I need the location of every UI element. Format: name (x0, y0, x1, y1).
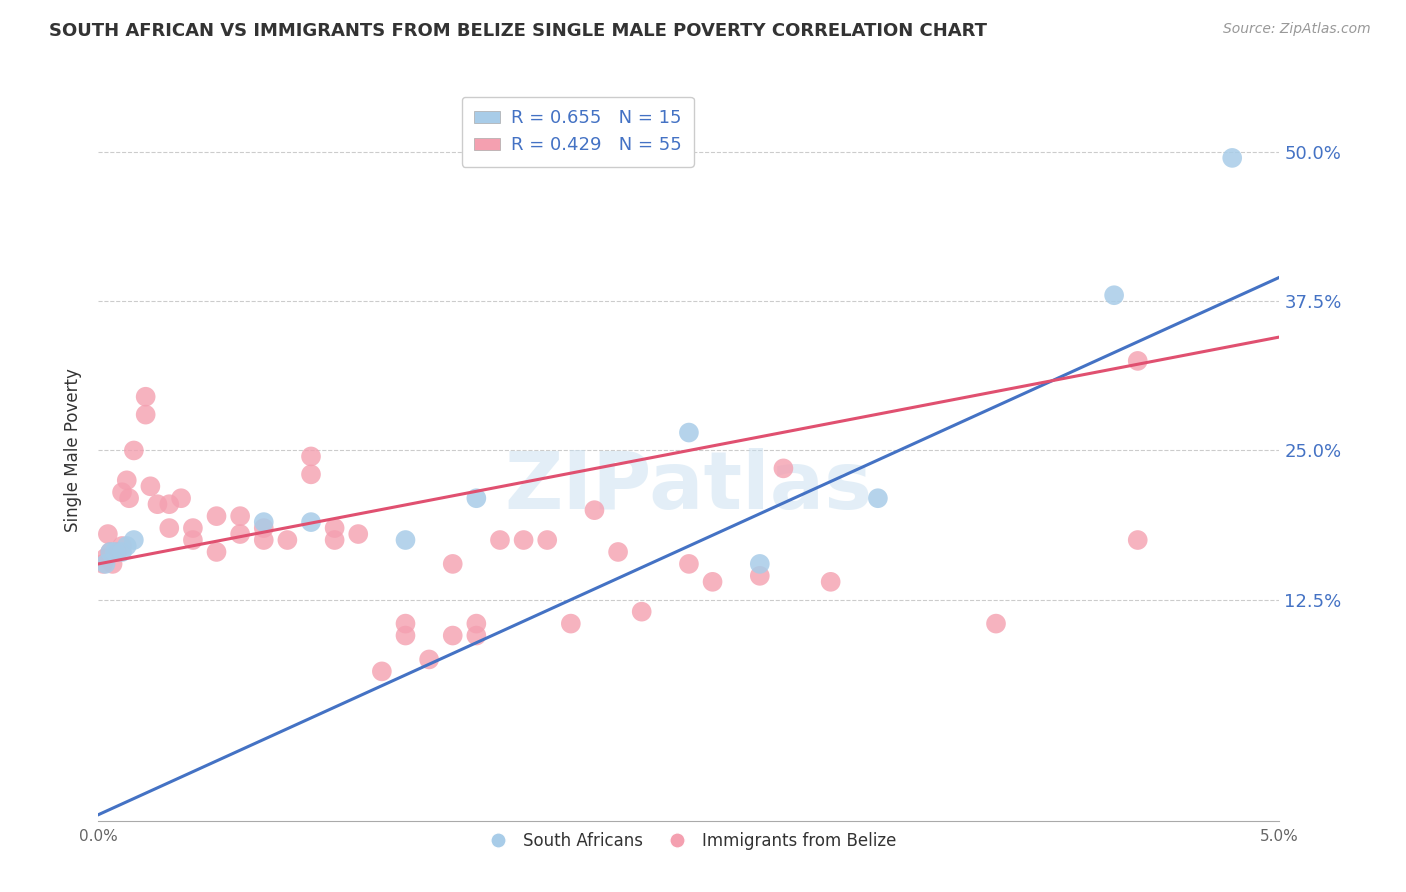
Point (205, 509, 228, 524)
Point (560, 616, 582, 631)
Point (394, 616, 416, 631)
Point (984, 616, 1007, 631)
Point (94, 557, 117, 571)
Point (489, 533, 512, 547)
Point (104, 545, 127, 559)
Point (139, 479, 162, 493)
Point (536, 533, 558, 547)
Point (347, 527, 370, 541)
Point (276, 533, 298, 547)
Point (323, 533, 346, 547)
Text: SOUTH AFRICAN VS IMMIGRANTS FROM BELIZE SINGLE MALE POVERTY CORRELATION CHART: SOUTH AFRICAN VS IMMIGRANTS FROM BELIZE … (49, 22, 987, 40)
Point (101, 557, 124, 571)
Point (253, 533, 276, 547)
Point (115, 473, 138, 487)
Point (146, 497, 169, 511)
Point (1102, 288, 1125, 302)
Point (441, 557, 464, 571)
Point (866, 491, 889, 506)
Point (111, 545, 134, 559)
Point (111, 539, 134, 553)
Text: ZIPatlas: ZIPatlas (505, 449, 873, 526)
Point (1126, 533, 1149, 547)
Y-axis label: Single Male Poverty: Single Male Poverty (65, 368, 83, 533)
Point (748, 557, 770, 571)
Point (702, 574, 724, 589)
Point (299, 450, 322, 464)
Point (323, 521, 346, 535)
Point (157, 497, 180, 511)
Point (253, 515, 276, 529)
Point (465, 491, 488, 506)
Point (678, 557, 700, 571)
Point (97, 527, 120, 541)
Point (205, 545, 228, 559)
Point (181, 521, 204, 535)
Point (135, 390, 157, 404)
Point (111, 485, 134, 500)
Point (441, 629, 464, 643)
Point (299, 515, 322, 529)
Point (371, 665, 394, 679)
Point (678, 425, 700, 440)
Point (135, 408, 157, 422)
Legend: South Africans, Immigrants from Belize: South Africans, Immigrants from Belize (475, 825, 903, 856)
Point (115, 539, 138, 553)
Point (418, 652, 440, 666)
Point (118, 491, 141, 506)
Point (229, 509, 252, 524)
Point (465, 629, 488, 643)
Point (122, 443, 145, 458)
Point (122, 533, 145, 547)
Point (98, 545, 121, 559)
Point (820, 574, 842, 589)
Text: Source: ZipAtlas.com: Source: ZipAtlas.com (1223, 22, 1371, 37)
Point (772, 461, 794, 475)
Point (94, 550, 117, 565)
Point (299, 467, 322, 482)
Point (465, 616, 488, 631)
Point (1126, 354, 1149, 368)
Point (512, 533, 534, 547)
Point (181, 533, 204, 547)
Point (394, 533, 416, 547)
Point (607, 545, 630, 559)
Point (157, 521, 180, 535)
Point (394, 629, 416, 643)
Point (630, 605, 652, 619)
Point (748, 569, 770, 583)
Point (170, 491, 193, 506)
Point (583, 503, 606, 517)
Point (1220, 151, 1243, 165)
Point (253, 521, 276, 535)
Point (91, 557, 114, 571)
Point (229, 527, 252, 541)
Point (105, 545, 128, 559)
Point (98, 545, 121, 559)
